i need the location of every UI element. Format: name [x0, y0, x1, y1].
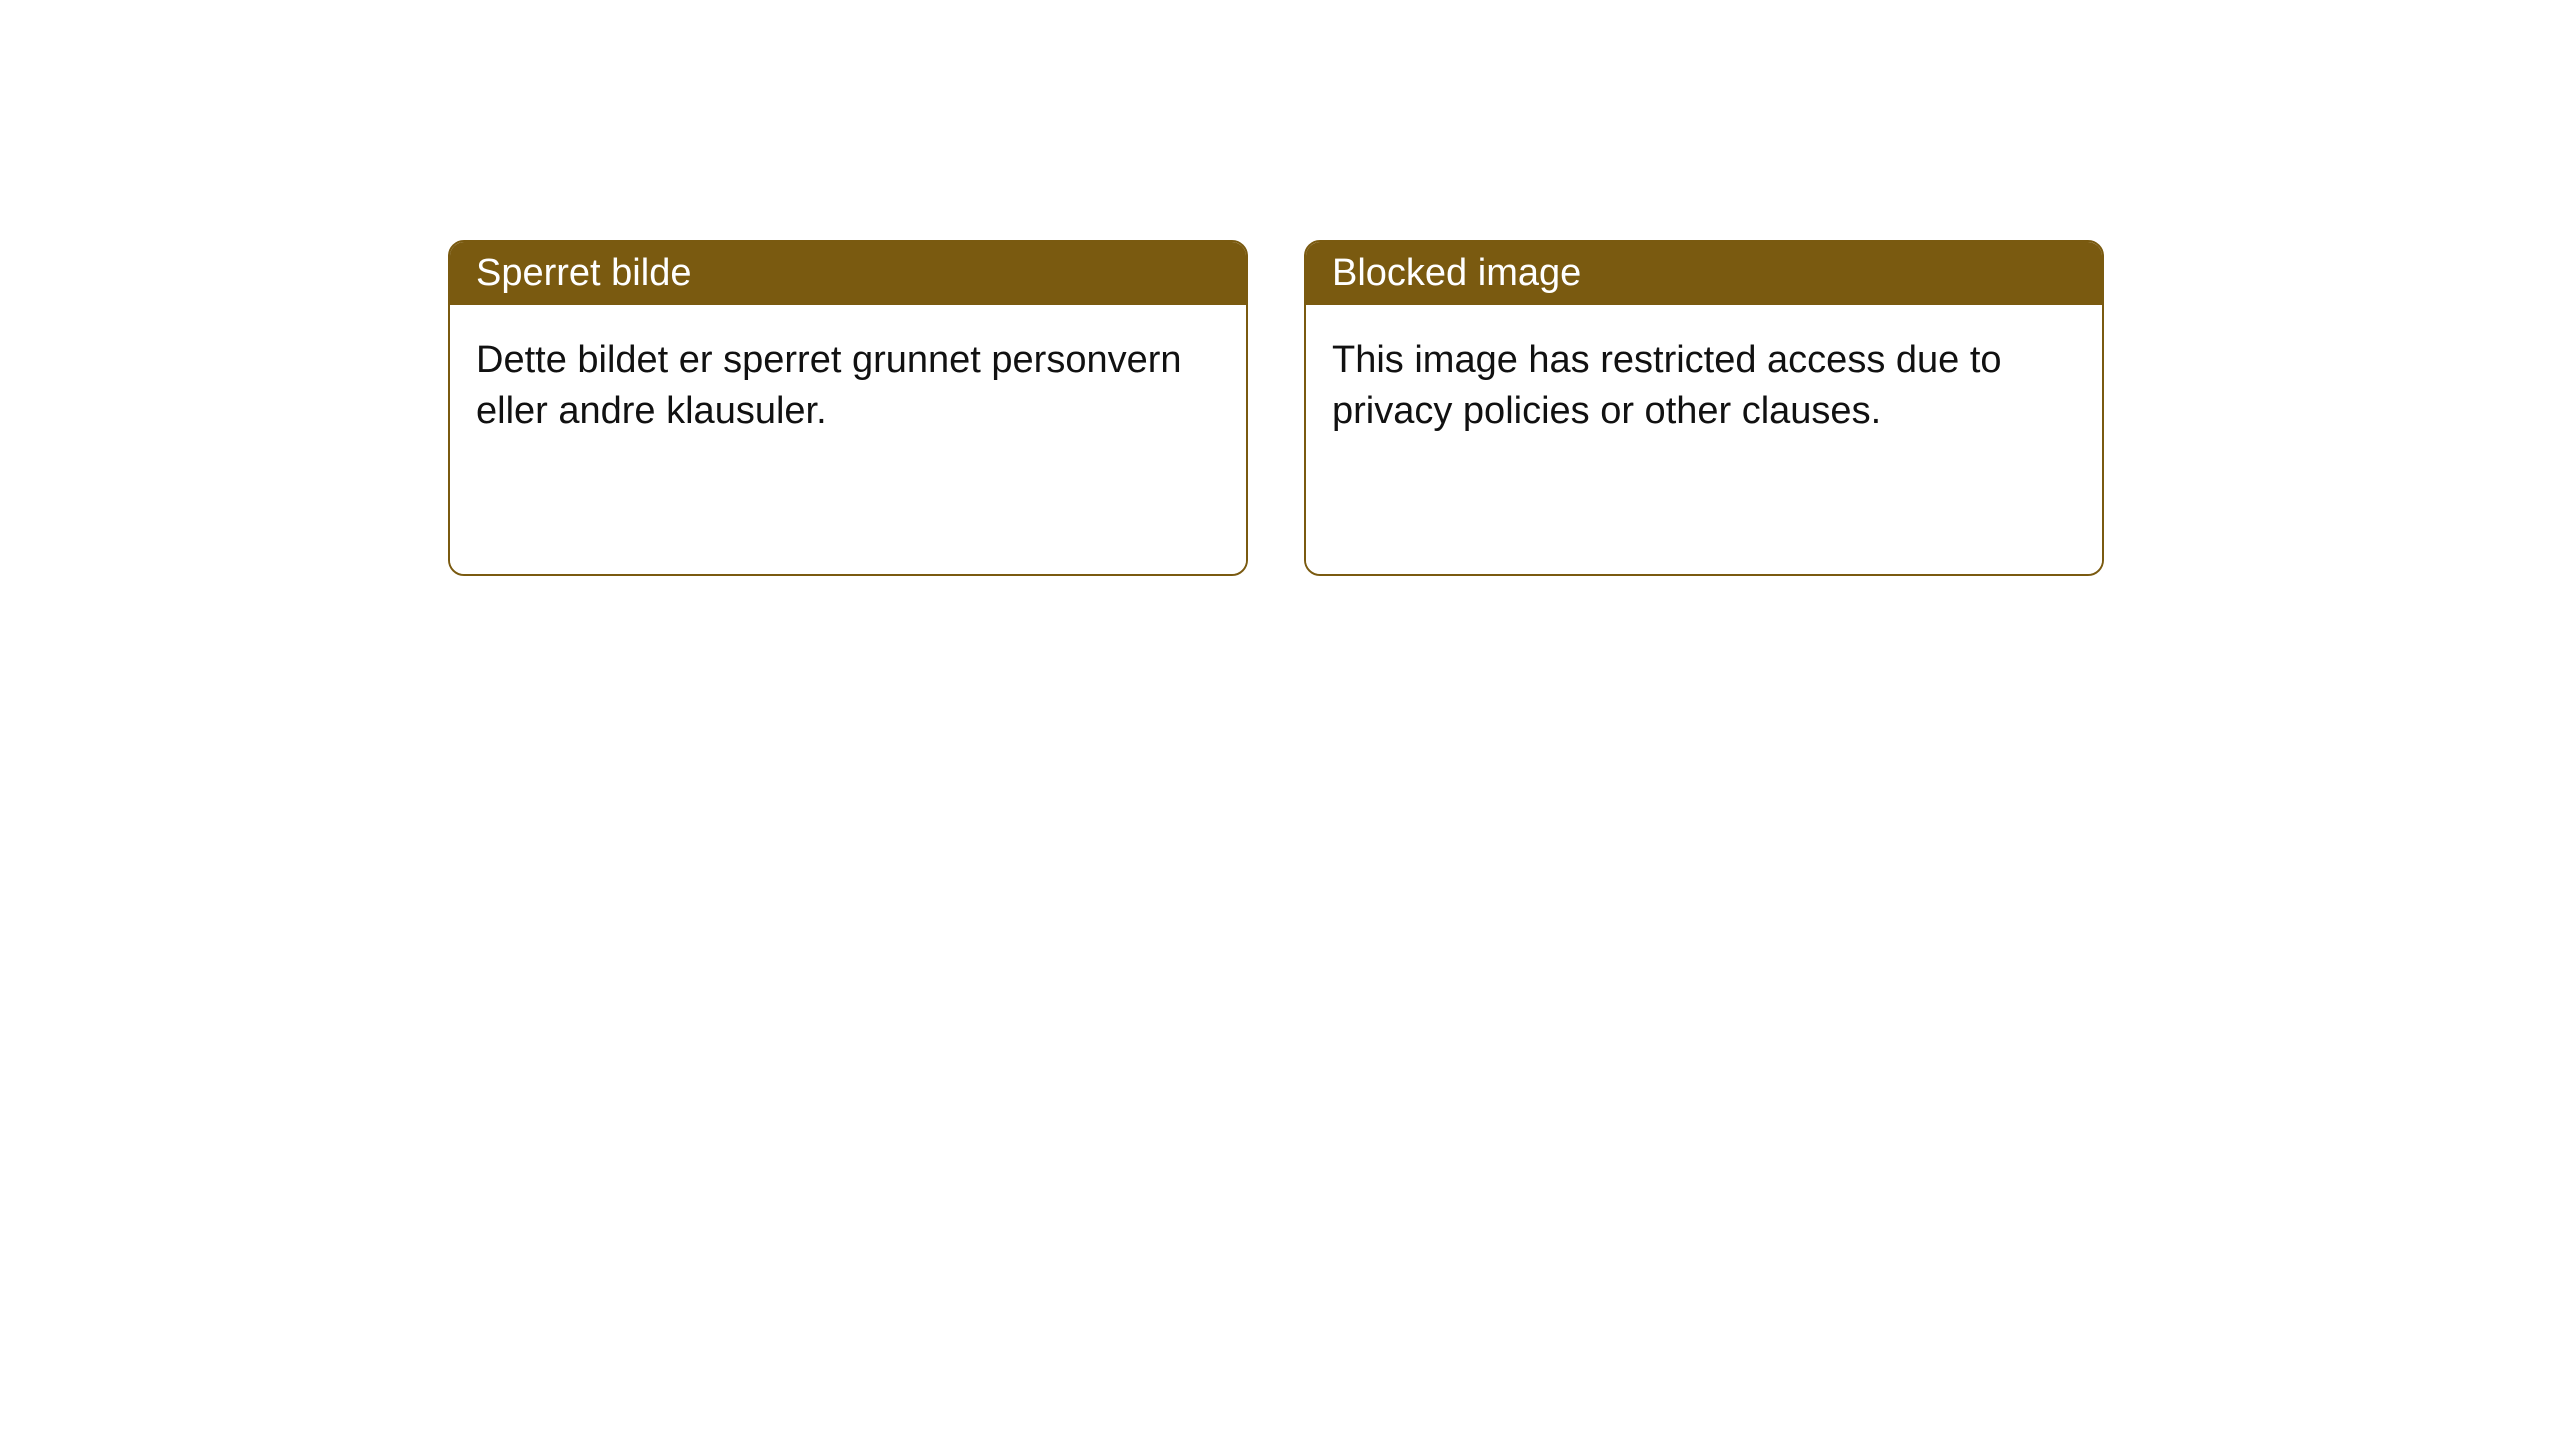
- notice-title-no: Sperret bilde: [476, 252, 691, 294]
- notice-text-no: Dette bildet er sperret grunnet personve…: [476, 335, 1220, 438]
- notice-card-no: Sperret bilde Dette bildet er sperret gr…: [448, 240, 1248, 576]
- notice-header-en: Blocked image: [1306, 242, 2102, 305]
- notice-title-en: Blocked image: [1332, 252, 1581, 294]
- notice-card-en: Blocked image This image has restricted …: [1304, 240, 2104, 576]
- notice-text-en: This image has restricted access due to …: [1332, 335, 2076, 438]
- notice-header-no: Sperret bilde: [450, 242, 1246, 305]
- notice-body-no: Dette bildet er sperret grunnet personve…: [450, 305, 1246, 574]
- notice-body-en: This image has restricted access due to …: [1306, 305, 2102, 574]
- notice-container: Sperret bilde Dette bildet er sperret gr…: [448, 240, 2104, 576]
